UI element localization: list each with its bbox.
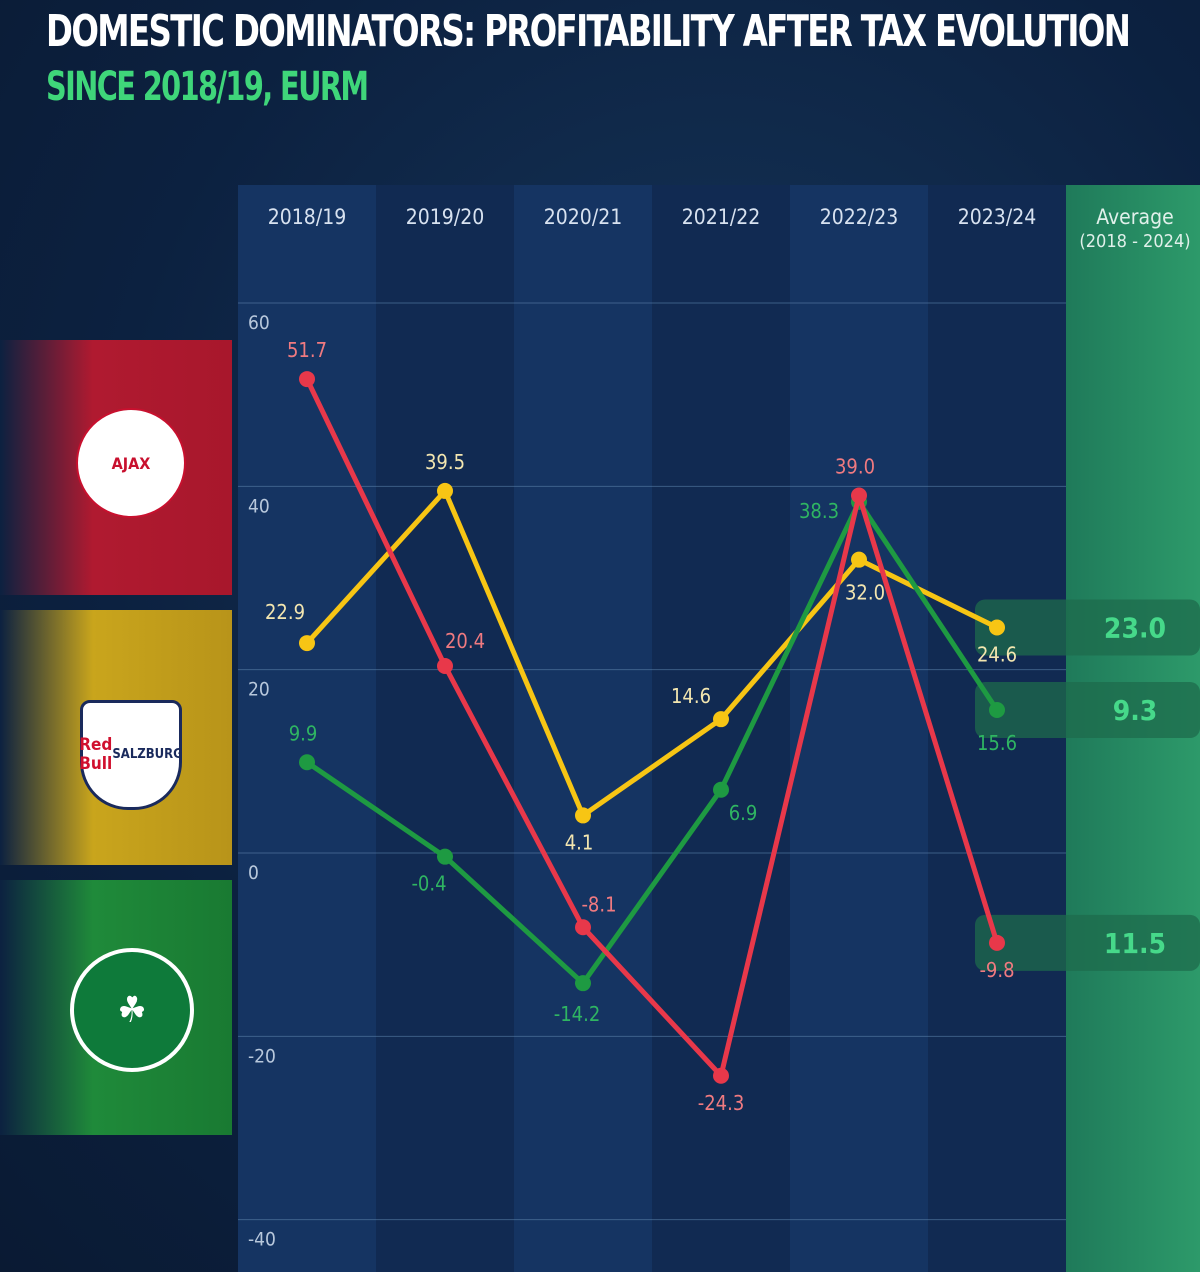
data-label: 6.9 [729, 801, 758, 825]
data-label: 39.0 [835, 455, 875, 479]
data-label: 14.6 [671, 684, 711, 708]
x-tick-label: 2022/23 [820, 205, 898, 229]
y-tick-label: 40 [248, 495, 270, 517]
ajax-logo: AJAX [76, 408, 186, 518]
y-tick-label: -40 [248, 1229, 276, 1251]
average-value-red-bull-salzburg: 23.0 [1104, 612, 1166, 645]
x-tick-label: 2019/20 [406, 205, 484, 229]
data-label: -9.8 [979, 958, 1014, 982]
average-highlight [975, 682, 1200, 738]
data-point [989, 619, 1005, 636]
x-tick-label: 2021/22 [682, 205, 760, 229]
average-value-ajax: 11.5 [1104, 927, 1166, 960]
data-point [989, 702, 1005, 718]
data-point [437, 482, 453, 499]
x-tick-label: 2023/24 [958, 205, 1036, 229]
y-tick-label: -20 [248, 1045, 276, 1067]
data-label: 32.0 [845, 581, 885, 605]
chart-subtitle: SINCE 2018/19, EURM [46, 64, 369, 110]
data-label: 39.5 [425, 450, 465, 474]
data-label: 51.7 [287, 338, 327, 362]
y-tick-label: 0 [248, 862, 259, 884]
average-value-celtic: 9.3 [1113, 694, 1158, 727]
data-label: 24.6 [977, 643, 1017, 667]
data-point [299, 635, 315, 652]
data-label: -14.2 [554, 1002, 601, 1026]
data-label: 20.4 [445, 629, 485, 653]
x-tick-label: 2018/19 [268, 205, 346, 229]
data-label: 22.9 [265, 600, 305, 624]
data-label: 38.3 [799, 499, 839, 523]
data-label: 15.6 [977, 731, 1017, 755]
chart-title: DOMESTIC DOMINATORS: PROFITABILITY AFTER… [46, 6, 1131, 57]
data-point [713, 1067, 729, 1084]
column-band [790, 185, 928, 1272]
data-point [575, 807, 591, 824]
data-point [437, 848, 453, 865]
data-point [851, 487, 867, 504]
average-header: Average [1096, 205, 1173, 229]
average-highlight [975, 914, 1200, 971]
data-point [575, 919, 591, 936]
data-point [299, 371, 315, 388]
average-highlight [975, 599, 1200, 656]
data-point [575, 975, 591, 992]
data-label: -8.1 [581, 892, 616, 916]
data-label: 4.1 [565, 830, 594, 854]
column-band [376, 185, 514, 1272]
salzburg-logo: Red Bull SALZBURG [79, 700, 183, 810]
column-band [514, 185, 652, 1272]
y-tick-label: 20 [248, 679, 270, 701]
column-band [238, 185, 376, 1272]
data-label: -24.3 [698, 1091, 745, 1115]
data-point [713, 781, 729, 798]
data-point [437, 658, 453, 674]
data-point [299, 754, 315, 771]
data-point [989, 934, 1005, 951]
data-label: -0.4 [411, 872, 446, 896]
y-tick-label: 60 [248, 312, 270, 334]
data-label: 9.9 [289, 721, 318, 745]
column-band [652, 185, 790, 1272]
series-line-celtic [305, 499, 1000, 986]
data-point [851, 551, 867, 568]
x-tick-label: 2020/21 [544, 205, 622, 229]
average-subheader: (2018 - 2024) [1079, 231, 1190, 252]
series-line-ajax [304, 377, 1000, 1079]
celtic-logo: ☘ [70, 948, 194, 1072]
data-point [713, 711, 729, 728]
